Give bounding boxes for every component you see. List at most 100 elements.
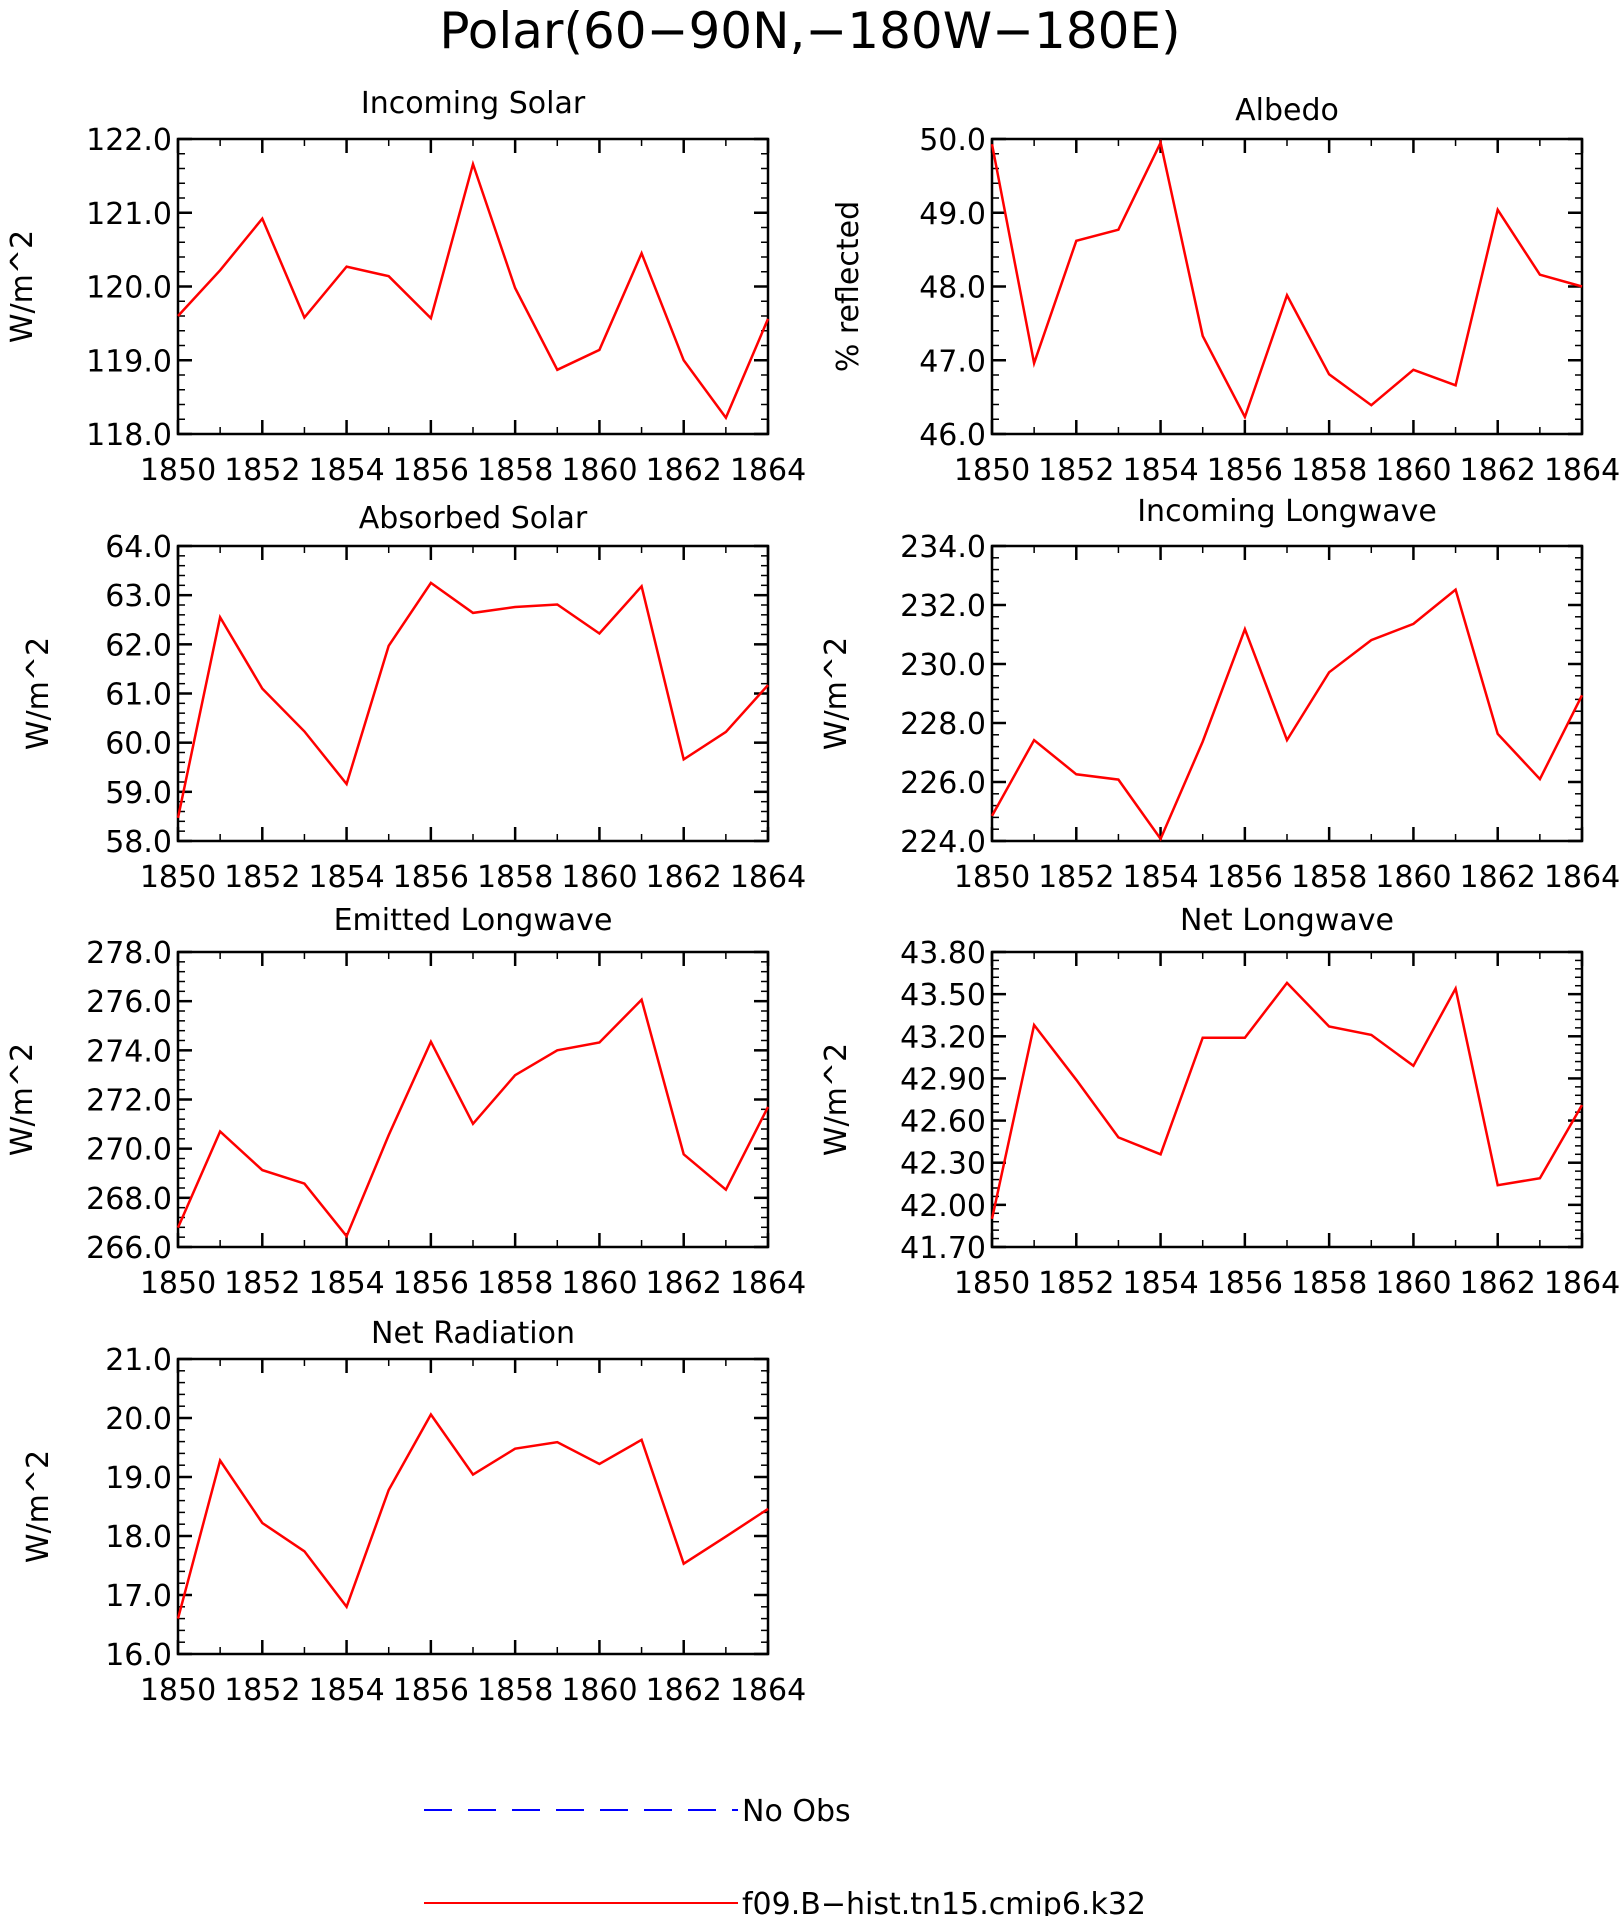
y-tick-label: 43.50 bbox=[900, 978, 986, 1013]
series-line bbox=[990, 587, 1584, 842]
chart-panel: 1850 1852 1854 1856 1858 1860 1862 1864 266.0 268… bbox=[5, 903, 806, 1301]
x-tick-label: 1850 bbox=[140, 1266, 216, 1301]
x-tick-label: 1860 bbox=[1375, 860, 1451, 895]
x-tick-label: 1850 bbox=[140, 453, 216, 488]
chart-panel: 1850 1852 1854 1856 1858 1860 1862 1864 41.70 42.… bbox=[819, 903, 1620, 1301]
series-line bbox=[176, 581, 769, 819]
series-line bbox=[176, 997, 770, 1239]
x-tick-label: 1860 bbox=[561, 1266, 637, 1301]
x-tick-label: 1860 bbox=[1375, 1266, 1451, 1301]
minor-ticks bbox=[991, 952, 1583, 1248]
y-tick-label: 64.0 bbox=[105, 530, 172, 565]
chart-panel: 1850 1852 1854 1856 1858 1860 1862 1864 224.0 226… bbox=[819, 494, 1620, 895]
x-tick-label: 1854 bbox=[1122, 1266, 1198, 1301]
x-tick-label: 1856 bbox=[393, 453, 469, 488]
y-tick-label: 42.60 bbox=[900, 1105, 986, 1140]
x-tick-label: 1850 bbox=[954, 860, 1030, 895]
x-tick-label: 1852 bbox=[224, 1673, 300, 1708]
y-axis-label: W/m^2 bbox=[5, 230, 40, 343]
x-tick-label: 1852 bbox=[1038, 453, 1114, 488]
y-axis-label: W/m^2 bbox=[21, 637, 56, 750]
series-line bbox=[990, 980, 1584, 1220]
x-tick-label: 1864 bbox=[1544, 1266, 1620, 1301]
y-tick-label: 18.0 bbox=[105, 1520, 172, 1555]
y-tick-label: 232.0 bbox=[900, 589, 986, 624]
x-tick-label: 1862 bbox=[646, 453, 722, 488]
y-tick-label: 270.0 bbox=[86, 1133, 172, 1168]
y-tick-label: 42.00 bbox=[900, 1189, 986, 1224]
plot-frame bbox=[990, 950, 1584, 1249]
x-tick-label: 1860 bbox=[1375, 453, 1451, 488]
x-tick-label: 1854 bbox=[1122, 453, 1198, 488]
x-tick-label: 1854 bbox=[1122, 860, 1198, 895]
x-tick-label: 1850 bbox=[954, 453, 1030, 488]
plot-frame bbox=[176, 950, 770, 1249]
x-tick-label: 1856 bbox=[393, 1673, 469, 1708]
chart-panel: 1850 1852 1854 1856 1858 1860 1862 1864 58.0 59.0… bbox=[21, 501, 806, 895]
x-tick-label: 1864 bbox=[730, 1266, 806, 1301]
x-tick-label: 1856 bbox=[1207, 453, 1283, 488]
y-tick-label: 224.0 bbox=[900, 825, 986, 860]
y-tick-label: 228.0 bbox=[900, 707, 986, 742]
x-tick-label: 1852 bbox=[224, 453, 300, 488]
y-tick-label: 43.80 bbox=[900, 936, 986, 971]
y-tick-label: 274.0 bbox=[86, 1034, 172, 1069]
chart-panel: 1850 1852 1854 1856 1858 1860 1862 1864 118.0 119… bbox=[5, 86, 806, 488]
y-axis-label: W/m^2 bbox=[21, 1450, 56, 1563]
x-tick-label: 1862 bbox=[646, 1266, 722, 1301]
x-tick-label: 1854 bbox=[308, 1266, 384, 1301]
y-tick-label: 42.30 bbox=[900, 1147, 986, 1182]
x-tick-label: 1862 bbox=[646, 1673, 722, 1708]
x-tick-label: 1858 bbox=[1291, 453, 1367, 488]
y-tick-label: 266.0 bbox=[86, 1231, 172, 1266]
x-tick-label: 1856 bbox=[393, 1266, 469, 1301]
y-axis-label: W/m^2 bbox=[5, 1043, 40, 1156]
y-tick-label: 230.0 bbox=[900, 648, 986, 683]
x-tick-label: 1864 bbox=[730, 860, 806, 895]
y-axis-label: W/m^2 bbox=[819, 637, 854, 750]
legend-label: No Obs bbox=[742, 1794, 851, 1829]
legend: No Obs f09.B−hist.tn15.cmip6.k32 bbox=[424, 1794, 1146, 1916]
plot-frame bbox=[990, 137, 1584, 436]
x-tick-label: 1852 bbox=[224, 1266, 300, 1301]
y-tick-label: 48.0 bbox=[919, 271, 986, 306]
y-tick-label: 61.0 bbox=[105, 678, 172, 713]
x-tick-label: 1850 bbox=[140, 1673, 216, 1708]
plot-frame bbox=[990, 544, 1584, 843]
y-tick-label: 226.0 bbox=[900, 766, 986, 801]
panel-title: Incoming Longwave bbox=[1137, 494, 1437, 529]
x-tick-label: 1856 bbox=[1207, 860, 1283, 895]
minor-ticks bbox=[177, 952, 769, 1248]
y-tick-label: 276.0 bbox=[86, 985, 172, 1020]
major-ticks bbox=[176, 137, 770, 436]
x-tick-label: 1856 bbox=[1207, 1266, 1283, 1301]
legend-label: f09.B−hist.tn15.cmip6.k32 bbox=[742, 1887, 1146, 1916]
y-tick-label: 122.0 bbox=[86, 123, 172, 158]
x-tick-label: 1862 bbox=[1460, 1266, 1536, 1301]
panel-title: Emitted Longwave bbox=[334, 903, 613, 938]
x-tick-label: 1862 bbox=[646, 860, 722, 895]
x-tick-label: 1862 bbox=[1460, 860, 1536, 895]
x-tick-label: 1854 bbox=[308, 1673, 384, 1708]
y-tick-label: 42.90 bbox=[900, 1062, 986, 1097]
x-tick-label: 1852 bbox=[1038, 1266, 1114, 1301]
y-tick-label: 63.0 bbox=[105, 579, 172, 614]
minor-ticks bbox=[177, 1359, 769, 1655]
x-tick-label: 1862 bbox=[1460, 453, 1536, 488]
y-tick-label: 59.0 bbox=[105, 776, 172, 811]
minor-ticks bbox=[991, 139, 1583, 435]
major-ticks bbox=[990, 544, 1584, 843]
series-line bbox=[176, 1412, 769, 1619]
minor-ticks bbox=[991, 546, 1583, 842]
y-tick-label: 119.0 bbox=[86, 344, 172, 379]
x-tick-label: 1854 bbox=[308, 453, 384, 488]
figure-title: Polar(60−90N,−180W−180E) bbox=[439, 2, 1180, 60]
series-line bbox=[177, 159, 770, 421]
y-tick-label: 120.0 bbox=[86, 271, 172, 306]
y-tick-label: 118.0 bbox=[86, 418, 172, 453]
y-axis-label: % reflected bbox=[831, 201, 866, 372]
x-tick-label: 1864 bbox=[730, 1673, 806, 1708]
x-tick-label: 1858 bbox=[1291, 1266, 1367, 1301]
y-tick-label: 46.0 bbox=[919, 418, 986, 453]
